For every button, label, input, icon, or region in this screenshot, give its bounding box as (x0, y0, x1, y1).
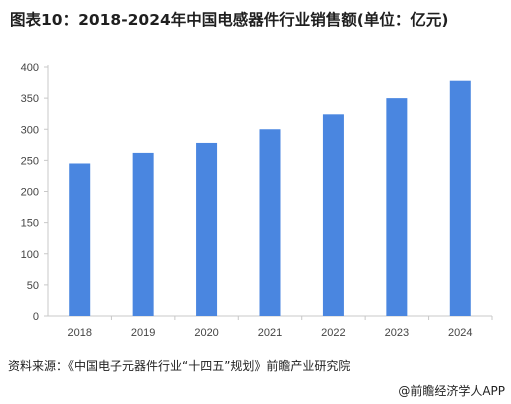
bar-2021 (259, 129, 281, 316)
source-note: 资料来源：《中国电子元器件行业“十四五”规划》前瞻产业研究院 (8, 359, 351, 373)
x-tick-label: 2024 (448, 327, 472, 339)
x-tick-label: 2018 (67, 327, 91, 339)
x-axis-ticks: 2018 2019 2020 2021 2022 2023 2024 (67, 316, 493, 339)
bar-2020 (196, 142, 218, 316)
y-axis-ticks: 0 50 100 150 200 250 300 350 400 (21, 62, 48, 323)
chart-title: 图表10：2018-2024年中国电感器件行业销售额(单位：亿元) (10, 11, 449, 29)
brand-watermark: @前瞻经济学人APP (398, 382, 505, 399)
bar-2024 (449, 80, 471, 316)
x-tick-label: 2020 (194, 327, 218, 339)
y-tick-label: 0 (33, 311, 39, 323)
y-tick-label: 150 (21, 218, 39, 230)
bar-2018 (69, 163, 91, 316)
x-tick-label: 2019 (131, 327, 155, 339)
y-tick-label: 250 (21, 155, 39, 167)
brand-text: @前瞻经济学人APP (398, 384, 505, 398)
x-tick-label: 2023 (385, 327, 409, 339)
y-tick-label: 400 (21, 62, 39, 74)
bar-2022 (322, 114, 344, 316)
x-tick-label: 2022 (321, 327, 345, 339)
bar-2019 (132, 152, 154, 316)
bar-chart: 0 50 100 150 200 250 300 350 400 2018 2019 2020 202… (21, 62, 493, 339)
y-tick-label: 350 (21, 93, 39, 105)
y-tick-label: 300 (21, 124, 39, 136)
y-tick-label: 50 (27, 280, 39, 292)
y-tick-label: 100 (21, 249, 39, 261)
bar-2023 (386, 98, 408, 316)
x-tick-label: 2021 (258, 327, 282, 339)
y-tick-label: 200 (21, 187, 39, 199)
bars (69, 80, 471, 316)
